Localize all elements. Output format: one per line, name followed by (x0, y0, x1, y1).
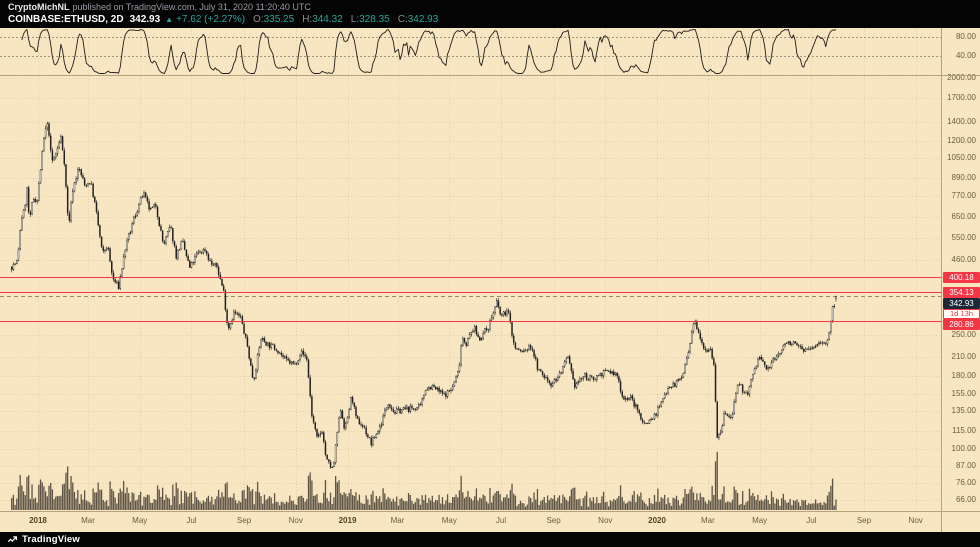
price-tick: 66.00 (955, 494, 976, 504)
price-tick: 2000.00 (947, 73, 976, 82)
time-tick: Sep (236, 516, 252, 525)
price-tick: 76.00 (955, 477, 976, 487)
attribution-text: published on TradingView.com, July 31, 2… (72, 2, 311, 12)
price-change: +7.62 (+2.27%) (176, 14, 246, 25)
time-tick-year: 2018 (29, 516, 47, 525)
snapshot-header: CryptoMichNL published on TradingView.com… (0, 0, 980, 28)
time-tick: Sep (546, 516, 561, 525)
price-tick: 550.00 (951, 232, 976, 242)
change-up-arrow-icon: ▲ (165, 15, 174, 24)
time-tick: Jul (806, 516, 817, 525)
price-tick: 1700.00 (947, 93, 976, 103)
time-tick: Mar (390, 516, 405, 525)
price-axis[interactable]: 80.00 40.00 2000.00 1700.00 1400.00 1200.00 10… (941, 28, 980, 532)
level-badge: 280.86 (943, 318, 980, 330)
price-tick: 770.00 (951, 191, 976, 201)
header-last-price: 342.93 (129, 14, 161, 25)
time-axis-separator (0, 511, 980, 512)
tradingview-logo-icon (7, 535, 17, 545)
time-tick: Mar (701, 516, 715, 525)
low-label: L: (350, 14, 360, 25)
oscillator-tick: 40.00 (955, 51, 976, 61)
time-tick: Nov (598, 516, 613, 525)
price-tick: 180.00 (951, 370, 976, 380)
brand-name[interactable]: TradingView (22, 534, 80, 545)
chart-area: 80.00 40.00 2000.00 1700.00 1400.00 1200.00 10… (0, 28, 980, 532)
price-tick: 1050.00 (947, 152, 976, 162)
price-tick: 650.00 (951, 212, 976, 222)
high-value: 344.32 (312, 14, 343, 25)
last-price-badge: 342.93 (943, 297, 980, 309)
price-tick: 460.00 (951, 254, 976, 264)
time-tick: May (441, 516, 457, 525)
time-tick-year: 2020 (648, 516, 666, 525)
attribution: CryptoMichNL published on TradingView.com… (8, 2, 311, 12)
time-tick: Jul (495, 516, 507, 525)
high-label: H: (302, 14, 313, 25)
time-tick: Nov (908, 516, 923, 525)
symbol-name: COINBASE:ETHUSD, 2D (8, 14, 124, 25)
time-axis[interactable]: 2018 Mar May Jul Sep Nov 2019 Mar May Jul Sep Nov 20… (0, 511, 940, 532)
time-tick-year: 2019 (338, 516, 357, 525)
footer-bar: TradingView (0, 532, 980, 547)
open-value: 335.25 (263, 14, 295, 25)
close-label: C: (397, 14, 408, 25)
price-tick: 87.00 (955, 460, 976, 470)
countdown-badge: 1d 13h (943, 308, 980, 319)
oscillator-tick: 80.00 (955, 32, 976, 42)
price-tick: 890.00 (951, 173, 976, 183)
chart-canvas[interactable] (0, 28, 941, 511)
low-value: 328.35 (359, 14, 390, 25)
price-tick: 1400.00 (947, 117, 976, 127)
time-tick: May (752, 516, 768, 525)
price-tick: 250.00 (951, 330, 976, 340)
price-tick: 100.00 (951, 443, 976, 453)
symbol-info-bar: COINBASE:ETHUSD, 2D 342.93 ▲ +7.62 (+2.27%)… (8, 14, 438, 25)
price-tick: 1200.00 (947, 136, 976, 146)
time-tick: Sep (856, 516, 872, 525)
author-name: CryptoMichNL (8, 2, 70, 12)
level-badge: 400.18 (943, 271, 980, 283)
level-badge: 354.13 (943, 286, 980, 298)
price-tick: 115.00 (952, 426, 976, 436)
time-tick: Nov (288, 516, 303, 525)
close-value: 342.93 (407, 14, 439, 25)
price-tick: 155.00 (951, 389, 976, 399)
price-tick: 210.00 (951, 351, 976, 361)
open-label: O: (253, 14, 264, 25)
time-tick: Jul (186, 516, 197, 525)
price-tick: 135.00 (951, 406, 976, 416)
time-tick: Mar (81, 516, 95, 525)
pane-separator[interactable] (0, 75, 980, 76)
time-tick: May (132, 516, 148, 525)
